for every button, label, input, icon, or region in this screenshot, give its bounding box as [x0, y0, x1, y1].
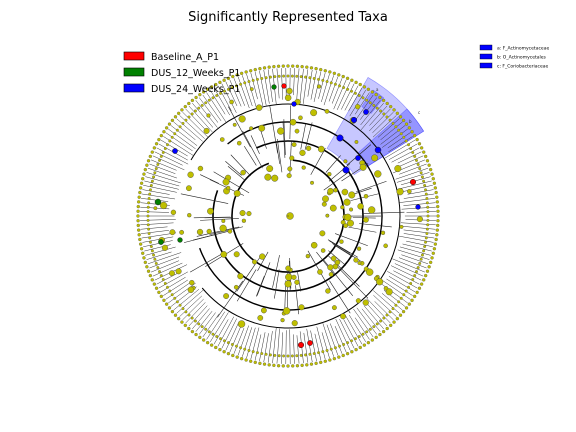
- clade-highlight-a: [361, 89, 385, 114]
- root-node: [287, 215, 289, 217]
- legend-swatch-dus12: [123, 67, 145, 77]
- clade-legend-swatch-a: [479, 44, 493, 51]
- level-arc: [231, 159, 345, 273]
- clade-legend-swatch-c: [479, 62, 493, 69]
- clade-legend-label-c: c: F_Coriobacteriaceae: [497, 64, 548, 70]
- group-legend: Baseline_A_P1 DUS_12_Weeks_P1 DUS_24_Wee…: [123, 51, 240, 95]
- clade-legend-swatch-b: [479, 53, 493, 60]
- legend-label-dus12: DUS_12_Weeks_P1: [151, 68, 240, 79]
- clade-mark-c: c: [418, 110, 420, 115]
- clade-mark-a: a: [376, 87, 379, 92]
- legend-swatch-baseline: [123, 51, 145, 61]
- taxon-nodes: [153, 84, 423, 328]
- legend-swatch-dus24: [123, 83, 145, 93]
- cladogram-tree: [136, 64, 440, 368]
- clade-mark-b: b: [409, 119, 412, 124]
- clade-legend-label-b: b: O_Actinomycetales: [497, 55, 547, 61]
- clade-legend: a: F_Actinomycetaceae b: O_Actinomycetal…: [479, 44, 549, 70]
- significant-nodes: [154, 83, 421, 349]
- leaf-ring: [136, 64, 440, 368]
- legend-label-baseline: Baseline_A_P1: [151, 52, 219, 63]
- figure-title: Significantly Represented Taxa: [188, 10, 388, 25]
- legend-label-dus24: DUS_24_Weeks_P1: [151, 84, 240, 95]
- clade-legend-label-a: a: F_Actinomycetaceae: [497, 46, 549, 52]
